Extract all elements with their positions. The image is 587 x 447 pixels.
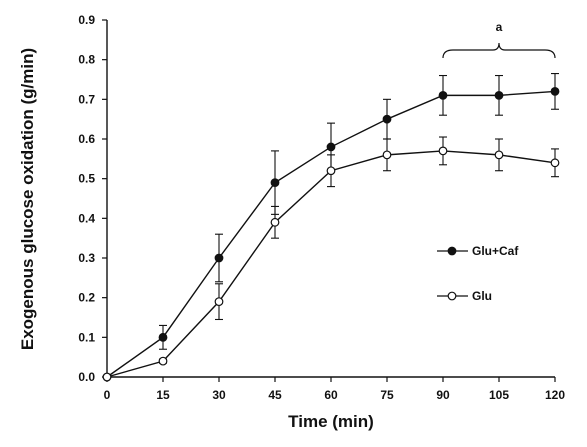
series-glu-caf <box>102 73 560 382</box>
y-axis-title: Exogenous glucose oxidation (g/min) <box>18 48 37 350</box>
x-ticks: 0 15 30 45 60 75 90 105 120 <box>104 377 565 402</box>
legend-layer: Glu+Caf Glu <box>437 244 519 303</box>
data-point <box>214 297 224 307</box>
data-point <box>102 372 112 382</box>
series-layer <box>102 73 560 382</box>
legend-item-glu-caf: Glu+Caf <box>437 244 519 258</box>
y-ticks: 0.0 0.1 0.2 0.3 0.4 0.5 0.6 0.7 0.8 0.9 <box>78 13 107 384</box>
y-tick-label: 0.0 <box>78 370 95 384</box>
y-tick-label: 0.2 <box>78 291 95 305</box>
x-tick-label: 15 <box>156 388 170 402</box>
significance-label: a <box>496 20 503 34</box>
y-tick-label: 0.9 <box>78 13 95 27</box>
legend-marker <box>447 246 457 256</box>
data-point <box>382 114 392 124</box>
data-point <box>438 90 448 100</box>
x-tick-label: 120 <box>545 388 565 402</box>
data-point <box>270 178 280 188</box>
data-point <box>382 150 392 160</box>
y-tick-label: 0.8 <box>78 53 95 67</box>
x-tick-label: 30 <box>212 388 226 402</box>
legend-label: Glu <box>472 289 492 303</box>
x-tick-label: 75 <box>380 388 394 402</box>
data-point <box>550 86 560 96</box>
data-point <box>494 150 504 160</box>
x-tick-label: 45 <box>268 388 282 402</box>
y-tick-label: 0.7 <box>78 92 95 106</box>
legend-marker <box>447 291 457 301</box>
y-tick-label: 0.4 <box>78 211 95 225</box>
data-point <box>158 356 168 366</box>
data-point <box>214 253 224 263</box>
x-tick-label: 90 <box>436 388 450 402</box>
data-point <box>494 90 504 100</box>
x-tick-label: 105 <box>489 388 509 402</box>
significance-bracket <box>442 42 556 59</box>
x-tick-label: 0 <box>104 388 111 402</box>
data-point <box>158 332 168 342</box>
y-tick-label: 0.1 <box>78 330 95 344</box>
y-tick-label: 0.6 <box>78 132 95 146</box>
legend-label: Glu+Caf <box>472 244 519 258</box>
series-glu <box>102 136 560 382</box>
x-tick-label: 60 <box>324 388 338 402</box>
data-point <box>326 166 336 176</box>
y-tick-label: 0.5 <box>78 172 95 186</box>
x-axis-title: Time (min) <box>288 412 374 431</box>
y-tick-label: 0.3 <box>78 251 95 265</box>
data-point <box>550 158 560 168</box>
data-point <box>270 217 280 227</box>
chart-axes <box>106 20 555 378</box>
data-point <box>438 146 448 156</box>
data-point <box>326 142 336 152</box>
legend-item-glu: Glu <box>437 289 492 303</box>
annotation-layer: a <box>442 20 556 59</box>
